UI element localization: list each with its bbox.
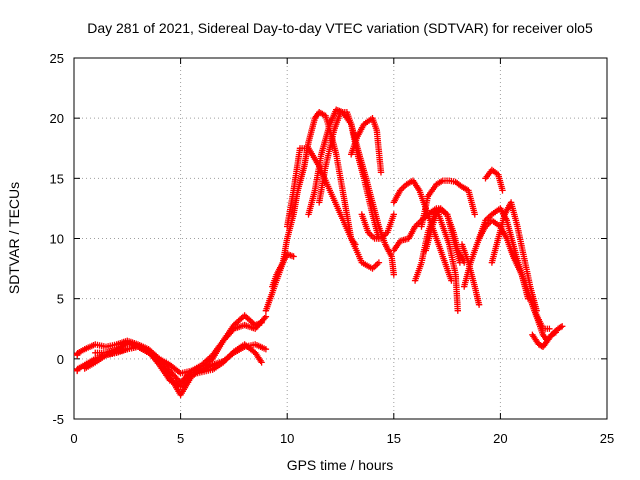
series-arc16 (418, 177, 478, 230)
data-point (258, 359, 265, 366)
data-point (290, 253, 297, 260)
series-arc11 (348, 115, 385, 176)
y-tick-label: -5 (52, 412, 64, 427)
data-point (557, 323, 564, 331)
data-point (475, 301, 483, 308)
data-point (262, 346, 270, 353)
y-tick-label: 0 (57, 352, 64, 367)
data-point (258, 319, 265, 326)
data-point (551, 330, 558, 337)
data-point (454, 307, 461, 314)
y-tick-label: 5 (57, 292, 64, 307)
data-point (262, 313, 270, 320)
series-arc6 (269, 250, 297, 290)
series-arc20 (475, 217, 553, 332)
series-arc23 (507, 247, 566, 344)
x-tick-label: 20 (493, 431, 507, 446)
series-arc24 (529, 329, 559, 350)
series-arc17 (422, 205, 464, 266)
chart-title: Day 281 of 2021, Sidereal Day-to-day VTE… (87, 20, 593, 36)
data-point (546, 325, 553, 332)
series-arc19 (461, 205, 532, 302)
data-point (390, 211, 397, 218)
x-axis-label: GPS time / hours (287, 457, 394, 473)
y-tick-label: 10 (50, 232, 64, 247)
data-point (456, 259, 464, 266)
x-tick-label: 10 (280, 431, 294, 446)
data-point (377, 169, 385, 176)
series-arc21 (482, 166, 506, 194)
x-tick-label: 5 (177, 431, 184, 446)
series-arc12 (358, 211, 397, 242)
data-point (448, 277, 455, 284)
y-tick-label: 15 (50, 171, 64, 186)
x-tick-label: 25 (600, 431, 614, 446)
data-point (375, 259, 383, 266)
x-tick-labels: 0 5 10 15 20 25 (70, 431, 614, 446)
data-point (390, 271, 397, 278)
data-point (559, 323, 566, 330)
x-tick-label: 15 (387, 431, 401, 446)
data-point (499, 187, 506, 194)
y-tick-label: 20 (50, 111, 64, 126)
y-tick-label: 25 (50, 51, 64, 66)
series-arc4 (92, 340, 265, 390)
plot-frame (73, 57, 608, 420)
x-tick-label: 0 (70, 431, 77, 446)
data-point (471, 211, 478, 218)
y-axis-label: SDTVAR / TECUs (6, 182, 22, 294)
y-tick-labels: -5 0 5 10 15 20 25 (50, 51, 64, 427)
data-point (552, 329, 559, 336)
series-arc10 (316, 109, 397, 278)
data-points (74, 106, 566, 399)
